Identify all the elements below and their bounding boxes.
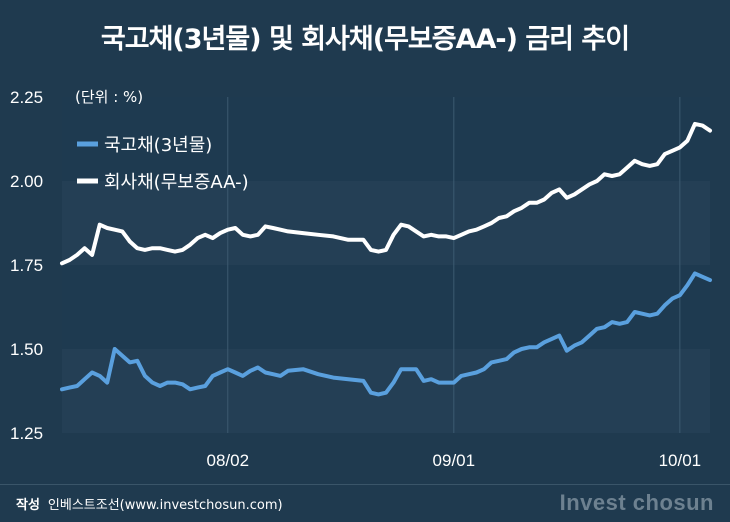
- x-tick-label: 09/01: [433, 451, 476, 470]
- legend: 국고채(3년물) 회사채(무보증AA-): [77, 135, 249, 193]
- line-chart: 2.25 2.00 1.75 1.50 1.25 08/02 09/01 10/01 (단위…: [10, 88, 712, 470]
- chart-title: 국고채(3년물) 및 회사채(무보증AA-) 금리 추이: [100, 23, 630, 55]
- x-tick-label: 10/01: [659, 451, 702, 470]
- y-tick-label: 2.25: [10, 88, 43, 107]
- band-1-50-1-75: [62, 265, 710, 349]
- y-tick-label: 1.75: [10, 256, 43, 275]
- credit: 작성 인베스트조선(www.investchosun.com): [16, 494, 283, 513]
- y-axis-ticks: 2.25 2.00 1.75 1.50 1.25: [10, 88, 43, 443]
- legend-label-0: 국고채(3년물): [104, 135, 212, 156]
- unit-label: (단위 : %): [75, 88, 143, 106]
- credit-source: 인베스트조선(www.investchosun.com): [47, 498, 283, 513]
- credit-key: 작성: [16, 498, 40, 513]
- band-1-75-2-00: [62, 181, 710, 265]
- series-line-0: [60, 271, 712, 397]
- watermark-logo: Invest chosun: [559, 490, 714, 515]
- x-tick-label: 08/02: [206, 451, 249, 470]
- y-tick-label: 1.25: [10, 424, 43, 443]
- x-axis-ticks: 08/02 09/01 10/01: [206, 451, 701, 470]
- band-2-00-2-25: [62, 97, 710, 181]
- x-grid-lines: [227, 97, 681, 433]
- chart-area: 2.25 2.00 1.75 1.50 1.25 08/02 09/01 10/01 (단위…: [0, 72, 730, 484]
- legend-label-1: 회사채(무보증AA-): [104, 172, 249, 193]
- title-bar: 국고채(3년물) 및 회사채(무보증AA-) 금리 추이: [0, 0, 730, 72]
- y-tick-label: 2.00: [10, 172, 43, 191]
- y-tick-label: 1.50: [10, 340, 43, 359]
- series-line-1: [60, 121, 712, 266]
- plot-background-bands: [62, 97, 710, 433]
- series-lines: [60, 121, 712, 397]
- footer: 작성 인베스트조선(www.investchosun.com) Invest ch…: [0, 484, 730, 522]
